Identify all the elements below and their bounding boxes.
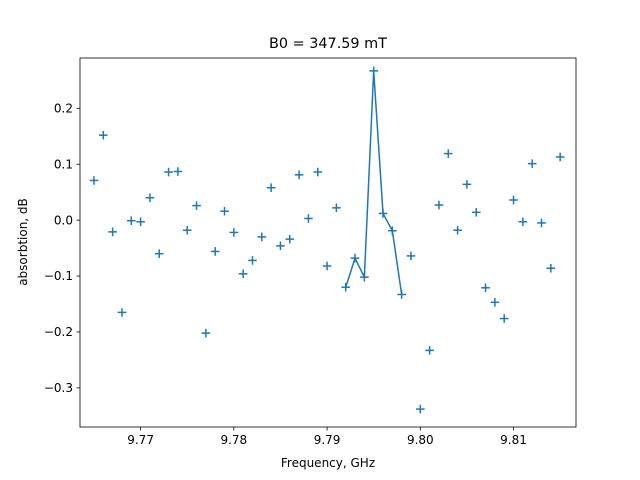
- data-point: [145, 193, 155, 203]
- data-point: [443, 149, 453, 158]
- data-point: [304, 214, 313, 223]
- y-tick-label: −0.3: [44, 381, 73, 395]
- data-point: [555, 152, 565, 162]
- x-tick-label: 9.80: [407, 433, 434, 447]
- data-point: [229, 228, 239, 237]
- data-point: [136, 217, 145, 227]
- y-tick-label: −0.2: [44, 325, 73, 339]
- x-tick-label: 9.77: [127, 433, 154, 447]
- data-point: [154, 249, 164, 258]
- x-axis: 9.77 9.78 9.79 9.80 9.81: [127, 427, 527, 447]
- data-point: [285, 234, 295, 244]
- data-point: [537, 218, 546, 228]
- data-point: [257, 232, 267, 242]
- data-point: [117, 308, 127, 317]
- data-point: [313, 167, 323, 177]
- data-point: [332, 203, 341, 213]
- data-point: [164, 167, 173, 177]
- data-point: [99, 130, 108, 140]
- data-point: [369, 66, 378, 76]
- data-point: [360, 272, 369, 282]
- data-point: [182, 225, 192, 235]
- data-point: [89, 176, 99, 185]
- data-point: [509, 195, 518, 205]
- x-tick-label: 9.78: [220, 433, 247, 447]
- y-tick-label: 0.2: [54, 102, 73, 116]
- axes-frame: [79, 57, 577, 428]
- data-point: [266, 183, 276, 193]
- x-tick-label: 9.79: [314, 433, 341, 447]
- data-point: [378, 209, 388, 218]
- data-point: [341, 282, 351, 292]
- x-axis-title: Frequency, GHz: [281, 456, 375, 470]
- data-point: [201, 328, 211, 338]
- data-point: [481, 283, 490, 293]
- data-point: [248, 256, 257, 265]
- data-point: [406, 251, 416, 261]
- data-point: [276, 241, 285, 251]
- data-point: [499, 314, 509, 323]
- y-tick-label: 0.1: [54, 157, 73, 171]
- data-point: [173, 167, 183, 176]
- data-point: [471, 208, 481, 217]
- data-point: [518, 217, 528, 227]
- data-point: [397, 290, 406, 299]
- data-point: [192, 201, 201, 210]
- y-tick-label: 0.0: [54, 213, 73, 227]
- data-point: [527, 159, 537, 168]
- data-point: [388, 226, 397, 236]
- data-point: [425, 346, 434, 355]
- data-point: [220, 206, 229, 216]
- data-point: [350, 253, 360, 263]
- chart-title: B0 = 347.59 mT: [269, 36, 387, 52]
- x-tick-label: 9.81: [500, 433, 527, 447]
- data-point: [210, 247, 220, 256]
- data-point: [434, 200, 444, 210]
- plot-area: [89, 66, 565, 414]
- data-point: [416, 404, 425, 414]
- data-point: [453, 225, 462, 235]
- data-point: [294, 170, 304, 180]
- data-point: [546, 263, 556, 273]
- y-axis: 0.2 0.1 0.0 −0.1 −0.2 −0.3: [44, 102, 80, 395]
- data-point: [462, 180, 472, 189]
- data-point: [238, 269, 248, 279]
- data-point: [126, 216, 136, 225]
- data-point: [322, 261, 332, 271]
- data-point: [490, 298, 500, 307]
- data-point: [108, 227, 117, 237]
- y-tick-label: −0.1: [44, 269, 73, 283]
- y-axis-title: absorbtion, dB: [16, 198, 30, 286]
